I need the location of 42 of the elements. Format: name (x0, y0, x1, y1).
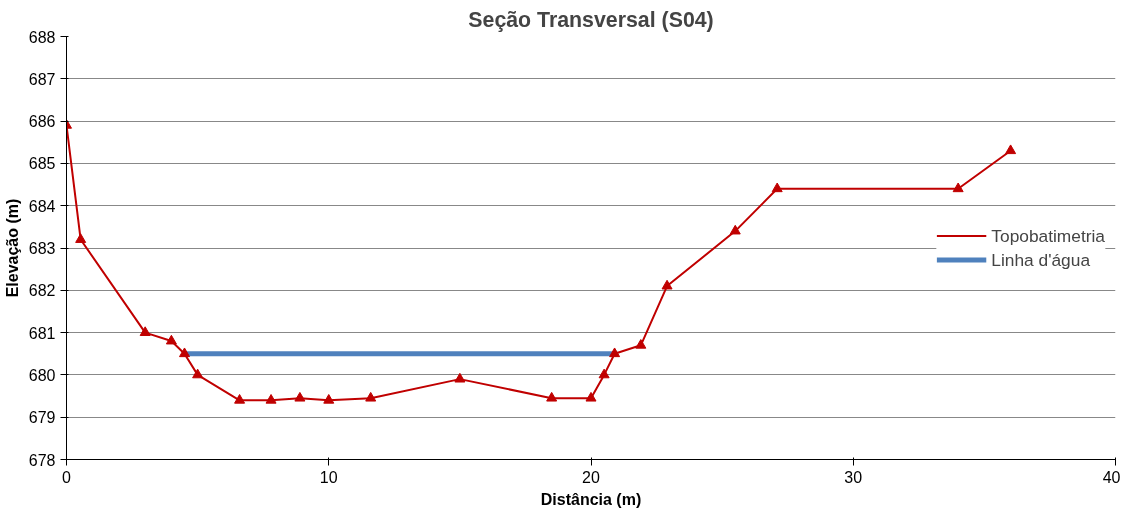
point (598, 368, 610, 379)
point (323, 394, 335, 404)
point (75, 233, 87, 243)
chart-title: Seção Transversal (S04) (468, 7, 714, 32)
y-tick-label: 683 (28, 240, 56, 257)
legend-label: Topobatimetria (991, 225, 1105, 246)
point (635, 339, 647, 349)
point (192, 368, 204, 379)
x-tick-label: 40 (1102, 468, 1121, 486)
x-tick-label: 0 (62, 468, 72, 486)
x-tick-label: 20 (582, 468, 600, 486)
point (454, 372, 466, 383)
point (294, 391, 306, 402)
point (365, 391, 377, 402)
y-tick-label: 681 (28, 324, 56, 342)
x-tick-label: 30 (844, 468, 863, 486)
point (609, 347, 621, 358)
y-tick-label: 680 (28, 366, 56, 384)
y-tick-label: 688 (28, 28, 56, 46)
x-tick-label: 10 (319, 468, 338, 486)
x-axis-title: Distância (m) (540, 490, 642, 508)
y-tick-label: 687 (28, 70, 56, 88)
point (661, 279, 673, 290)
point (546, 391, 558, 402)
point (139, 326, 151, 336)
point (952, 182, 964, 193)
point (1005, 144, 1017, 155)
point (585, 391, 597, 402)
y-tick-label: 679 (28, 409, 56, 427)
y-tick-label: 684 (28, 197, 56, 215)
y-tick-label: 678 (28, 451, 56, 469)
y-tick-label: 685 (28, 155, 56, 173)
point (265, 394, 277, 404)
y-axis-title: Elevação (m) (3, 198, 21, 298)
point (165, 334, 177, 345)
y-tick-label: 686 (28, 113, 56, 131)
point (179, 347, 191, 358)
legend-label: Linha d'água (991, 249, 1091, 270)
y-tick-label: 682 (28, 282, 56, 300)
point (771, 182, 783, 193)
point (234, 394, 246, 404)
point (729, 224, 741, 235)
